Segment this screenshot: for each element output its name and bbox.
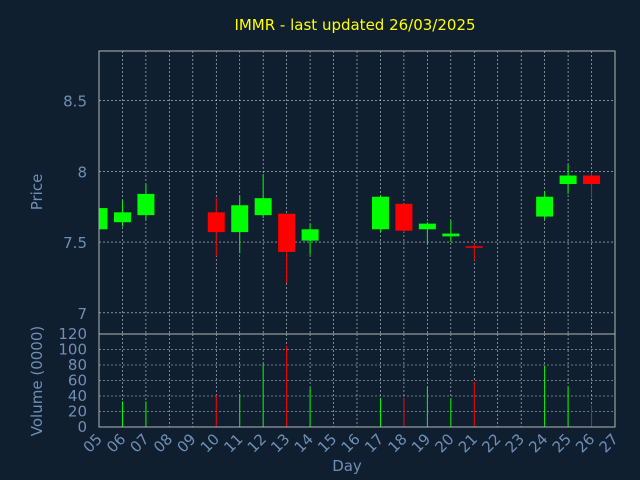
candle-body-20: [442, 233, 460, 237]
candle-body-07: [137, 193, 155, 216]
candle-body-10: [207, 212, 225, 233]
candle-body-14: [301, 229, 319, 241]
day-axis-label: Day: [332, 457, 362, 475]
candle-body-19: [418, 223, 436, 230]
price-tick-label: 7: [77, 305, 87, 323]
candle-body-25: [559, 175, 577, 185]
candle-body-18: [395, 203, 413, 231]
price-tick-label: 8.5: [63, 93, 87, 111]
candle-body-13: [278, 213, 296, 252]
day-x-ticks: 0506070809101112131415161718192021222324…: [80, 430, 622, 456]
price-panel: 7 7.5 8 8.5 Price: [28, 50, 616, 335]
price-grid: [98, 51, 616, 334]
volume-plot-frame: [98, 333, 616, 428]
candle-body-12: [254, 198, 272, 216]
volume-tick-label: 120: [58, 325, 87, 343]
price-tick-label: 8: [77, 163, 87, 181]
volume-tick-label: 20: [68, 403, 87, 421]
price-tick-label: 7.5: [63, 234, 87, 252]
volume-bars: [121, 345, 593, 427]
candle-body-11: [231, 205, 249, 233]
candle-body-06: [113, 212, 131, 223]
price-y-ticks: 7 7.5 8 8.5: [63, 93, 87, 323]
candle-body-21: [465, 246, 483, 248]
price-axis-label: Price: [28, 174, 46, 211]
volume-tick-label: 100: [58, 341, 87, 359]
volume-tick-label: 0: [77, 418, 87, 436]
volume-tick-label: 80: [68, 356, 87, 374]
candle-body-05: [99, 208, 108, 230]
volume-tick-label: 40: [68, 387, 87, 405]
candle-body-24: [536, 196, 554, 217]
volume-tick-label: 60: [68, 372, 87, 390]
chart-title: IMMR - last updated 26/03/2025: [234, 16, 475, 34]
candle-body-17: [371, 196, 389, 230]
price-candles: [99, 164, 601, 284]
candle-body-26: [583, 175, 601, 185]
volume-axis-label: Volume (0000): [28, 326, 46, 436]
